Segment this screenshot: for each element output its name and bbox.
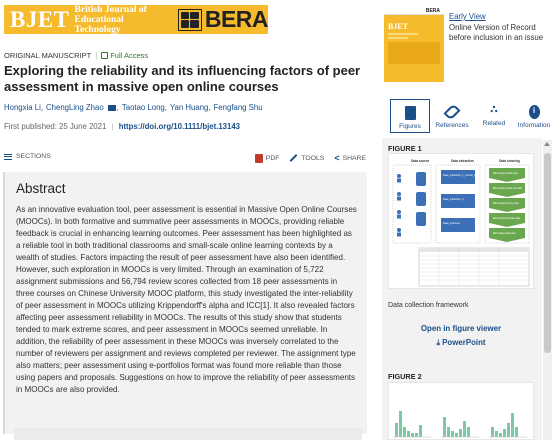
article-type: ORIGINAL MANUSCRIPT [4, 51, 92, 60]
scrollbar[interactable] [543, 140, 552, 440]
mail-icon[interactable] [107, 104, 116, 111]
access-badge: Full Access [101, 51, 148, 60]
menu-icon [4, 153, 12, 160]
diagram-col-header: Data source [411, 159, 429, 163]
figure-1-label: FIGURE 1 [388, 144, 422, 153]
tab-related[interactable]: ∴ Related [474, 99, 514, 133]
cleaning-item-label: Eliminating invalid test data [493, 187, 523, 190]
link-icon [443, 103, 461, 121]
extraction-item-label: Data_collection_1_course_level [443, 173, 480, 177]
cleaning-frame [484, 164, 530, 244]
pdf-button[interactable]: PDF [254, 153, 279, 163]
cover-title: BJET [388, 22, 409, 31]
bera-logo-icon [177, 8, 202, 31]
cleaning-item-label: Eliminating duplicate data [493, 217, 521, 220]
next-section-strip [14, 428, 362, 440]
powerpoint-link[interactable]: ⤓ PowerPoint [436, 338, 486, 347]
image-icon [404, 106, 416, 120]
extraction-item-label: Data_structure [443, 221, 461, 225]
diagram-col-header: Data extraction [451, 159, 474, 163]
diagram-col-header: Data cleaning [499, 159, 520, 163]
doi-link[interactable]: https://doi.org/10.1111/bjet.13143 [118, 122, 241, 131]
journal-subtitle: British Journal of Educational Technolog… [74, 4, 147, 35]
abstract-heading: Abstract [16, 181, 66, 196]
divider: | [95, 51, 98, 60]
cover-decoration [388, 33, 418, 35]
abstract-section: Abstract As an innovative evaluation too… [3, 172, 367, 434]
author-link[interactable]: Hongxia Li, [4, 103, 44, 112]
author-link[interactable]: Taotao Long, [121, 103, 167, 112]
article-meta: ORIGINAL MANUSCRIPT | Full Access [4, 51, 148, 60]
cover-header: BERA [384, 6, 444, 15]
user-icons [397, 174, 401, 237]
early-view-link[interactable]: Early View [449, 12, 486, 21]
cleaning-item-label: Eliminating invalid data [493, 172, 518, 175]
article-title: Exploring the reliability and its influe… [4, 63, 361, 94]
download-icon: ⤓ [436, 338, 440, 347]
tab-information[interactable]: i Information [517, 105, 551, 129]
figure-2-chart [393, 411, 527, 438]
article-tools: PDF TOOLS < SHARE [254, 153, 366, 163]
wrench-icon [289, 154, 298, 163]
journal-banner[interactable]: BJET British Journal of Educational Tech… [4, 4, 269, 35]
publisher-logo: BERA [204, 6, 269, 32]
info-icon: i [528, 105, 540, 119]
cleaning-item-label: Eliminating dummy data [493, 202, 519, 205]
extraction-frame [435, 164, 481, 244]
divider: | [111, 122, 114, 131]
pdf-icon [254, 153, 263, 163]
cover-decoration [388, 42, 440, 64]
early-view-info: Early View Online Version of Record befo… [449, 12, 553, 43]
extraction-boxes: Data_collection_1_course_level Data_coll… [441, 170, 480, 232]
result-table [418, 247, 530, 287]
open-figure-viewer-link[interactable]: Open in figure viewer [420, 324, 502, 333]
author-link[interactable]: Fengfang Shu [213, 103, 263, 112]
unlock-icon [101, 52, 109, 59]
extraction-item-label: Data_collection_2 [443, 197, 464, 201]
author-link[interactable]: ChengLing Zhao [46, 103, 104, 112]
tab-figures[interactable]: Figures [390, 99, 430, 133]
scrollbar-thumb[interactable] [544, 153, 551, 353]
tab-references[interactable]: References [430, 99, 474, 133]
database-icons [416, 172, 426, 226]
cleaning-steps: Eliminating invalid data Eliminating inv… [489, 168, 525, 242]
source-frame [392, 164, 432, 244]
abstract-text: As an innovative evaluation tool, peer a… [16, 205, 357, 394]
publication-date: 25 June 2021 [59, 122, 107, 131]
figure-2-thumbnail[interactable] [388, 382, 534, 440]
share-button[interactable]: < SHARE [334, 153, 366, 163]
article-toolbar: SECTIONS PDF TOOLS < SHARE [4, 151, 366, 167]
share-icon: < [334, 153, 340, 163]
sidebar-tabs: Figures References ∴ Related i Informati… [390, 99, 554, 135]
sections-button[interactable]: SECTIONS [4, 153, 51, 160]
network-icon: ∴ [490, 104, 498, 116]
author-link[interactable]: Yan Huang, [169, 103, 211, 112]
figure-1-thumbnail[interactable]: Data source Data extraction Data cleanin… [388, 153, 534, 289]
article-column: BJET British Journal of Educational Tech… [0, 0, 372, 440]
publication-info: First published: 25 June 2021 | https://… [4, 122, 241, 131]
scroll-up-icon[interactable] [544, 142, 550, 146]
author-list: Hongxia Li, ChengLing Zhao , Taotao Long… [4, 103, 263, 112]
histogram-panels [395, 411, 518, 437]
sidebar: BERA BJET Early View Online Version of R… [378, 0, 554, 440]
journal-cover[interactable]: BERA BJET [384, 6, 444, 82]
figure-1-diagram: Data source Data extraction Data cleanin… [392, 159, 530, 287]
early-view-desc: Online Version of Record before inclusio… [449, 23, 544, 42]
figure-2-label: FIGURE 2 [388, 372, 422, 381]
cover-decoration [388, 37, 408, 39]
tools-button[interactable]: TOOLS [289, 154, 324, 163]
journal-logo: BJET [10, 6, 70, 32]
cleaning-item-label: Eliminating data data [493, 232, 516, 235]
figure-1-caption: Data collection framework [388, 302, 469, 309]
